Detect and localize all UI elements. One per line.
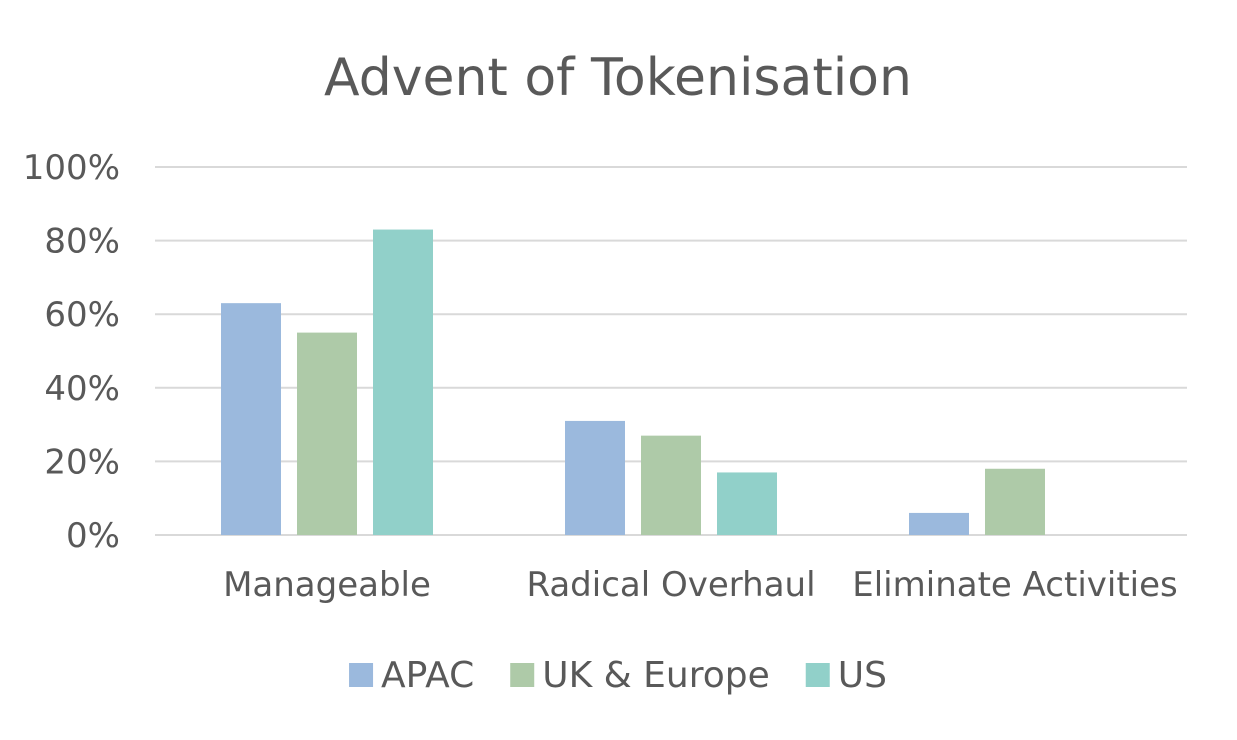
- y-tick-label: 100%: [23, 148, 120, 188]
- x-category-label: Radical Overhaul: [526, 565, 815, 605]
- bar: [641, 435, 701, 535]
- legend-swatch: [510, 663, 535, 687]
- bars: [221, 229, 1045, 535]
- bar: [373, 229, 433, 535]
- bar: [717, 472, 777, 535]
- y-tick-label: 20%: [44, 442, 120, 482]
- y-tick-label: 80%: [44, 222, 120, 262]
- y-axis-ticks: 0% 20% 40% 60% 80% 100%: [23, 148, 120, 556]
- legend-item: UK & Europe: [510, 655, 770, 696]
- x-axis-categories: Manageable Radical Overhaul Eliminate Acti…: [223, 565, 1178, 605]
- legend-item: APAC: [349, 655, 474, 696]
- bar: [221, 303, 281, 535]
- bar: [909, 512, 969, 535]
- bar: [297, 332, 357, 535]
- bar: [985, 468, 1045, 535]
- chart-title: Advent of Tokenisation: [324, 48, 912, 108]
- x-category-label: Eliminate Activities: [852, 565, 1178, 605]
- legend-label: UK & Europe: [542, 655, 770, 696]
- y-tick-label: 40%: [44, 369, 120, 409]
- bar: [565, 420, 625, 535]
- legend-swatch: [349, 663, 374, 687]
- legend: APAC UK & Europe US: [349, 655, 887, 696]
- legend-swatch: [805, 663, 830, 687]
- y-tick-label: 0%: [66, 516, 120, 556]
- legend-label: US: [838, 655, 887, 696]
- legend-label: APAC: [381, 655, 474, 696]
- legend-item: US: [805, 655, 887, 696]
- y-tick-label: 60%: [44, 295, 120, 335]
- x-category-label: Manageable: [223, 565, 431, 605]
